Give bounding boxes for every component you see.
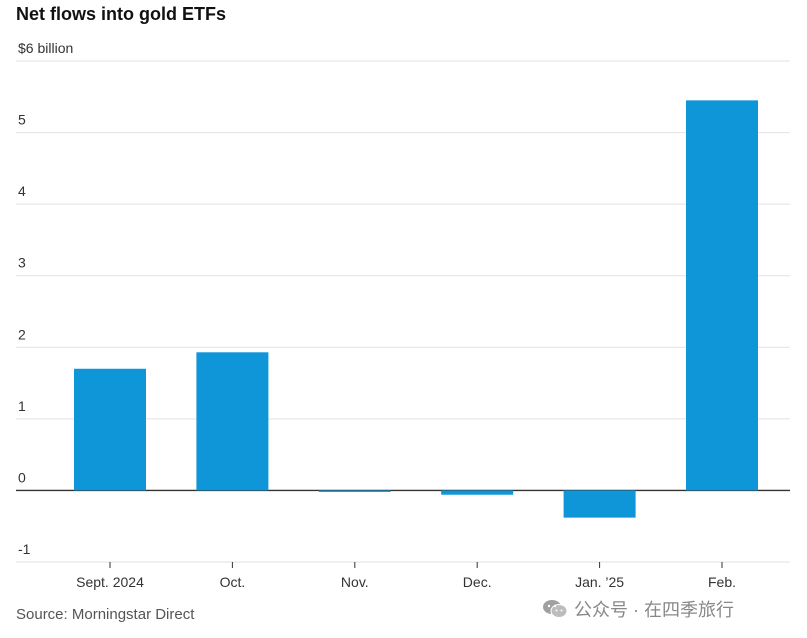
y-tick-label: 2 <box>18 326 26 342</box>
x-tick-label: Sept. 2024 <box>76 574 144 590</box>
y-tick-label: 0 <box>18 469 26 485</box>
bar-3 <box>441 490 514 495</box>
x-tick-label: Jan. ’25 <box>575 574 624 590</box>
source-note: Source: Morningstar Direct <box>16 606 195 623</box>
bar-2 <box>318 490 391 492</box>
x-tick-label: Feb. <box>708 574 736 590</box>
x-tick-label: Oct. <box>220 574 246 590</box>
bar-4 <box>563 490 636 518</box>
y-tick-label: 5 <box>18 112 26 128</box>
wechat-icon <box>542 599 568 619</box>
y-tick-label: $6 billion <box>18 40 73 56</box>
y-tick-label: 4 <box>18 183 26 199</box>
bar-chart: Sept. 2024 Oct. Nov. Dec. Jan. ’25 Feb. -1 0 1 2… <box>16 40 790 590</box>
bar-1 <box>196 352 269 491</box>
watermark: 公众号 · 在四季旅行 <box>542 596 734 622</box>
watermark-text: 公众号 · 在四季旅行 <box>574 600 734 620</box>
x-tick-label: Dec. <box>463 574 492 590</box>
bar-5 <box>686 100 758 491</box>
bar-0 <box>74 368 146 491</box>
chart-title: Net flows into gold ETFs <box>16 4 226 24</box>
y-tick-label: 3 <box>18 255 26 271</box>
y-tick-label: -1 <box>18 541 31 557</box>
x-tick-label: Nov. <box>341 574 369 590</box>
y-tick-label: 1 <box>18 398 26 414</box>
